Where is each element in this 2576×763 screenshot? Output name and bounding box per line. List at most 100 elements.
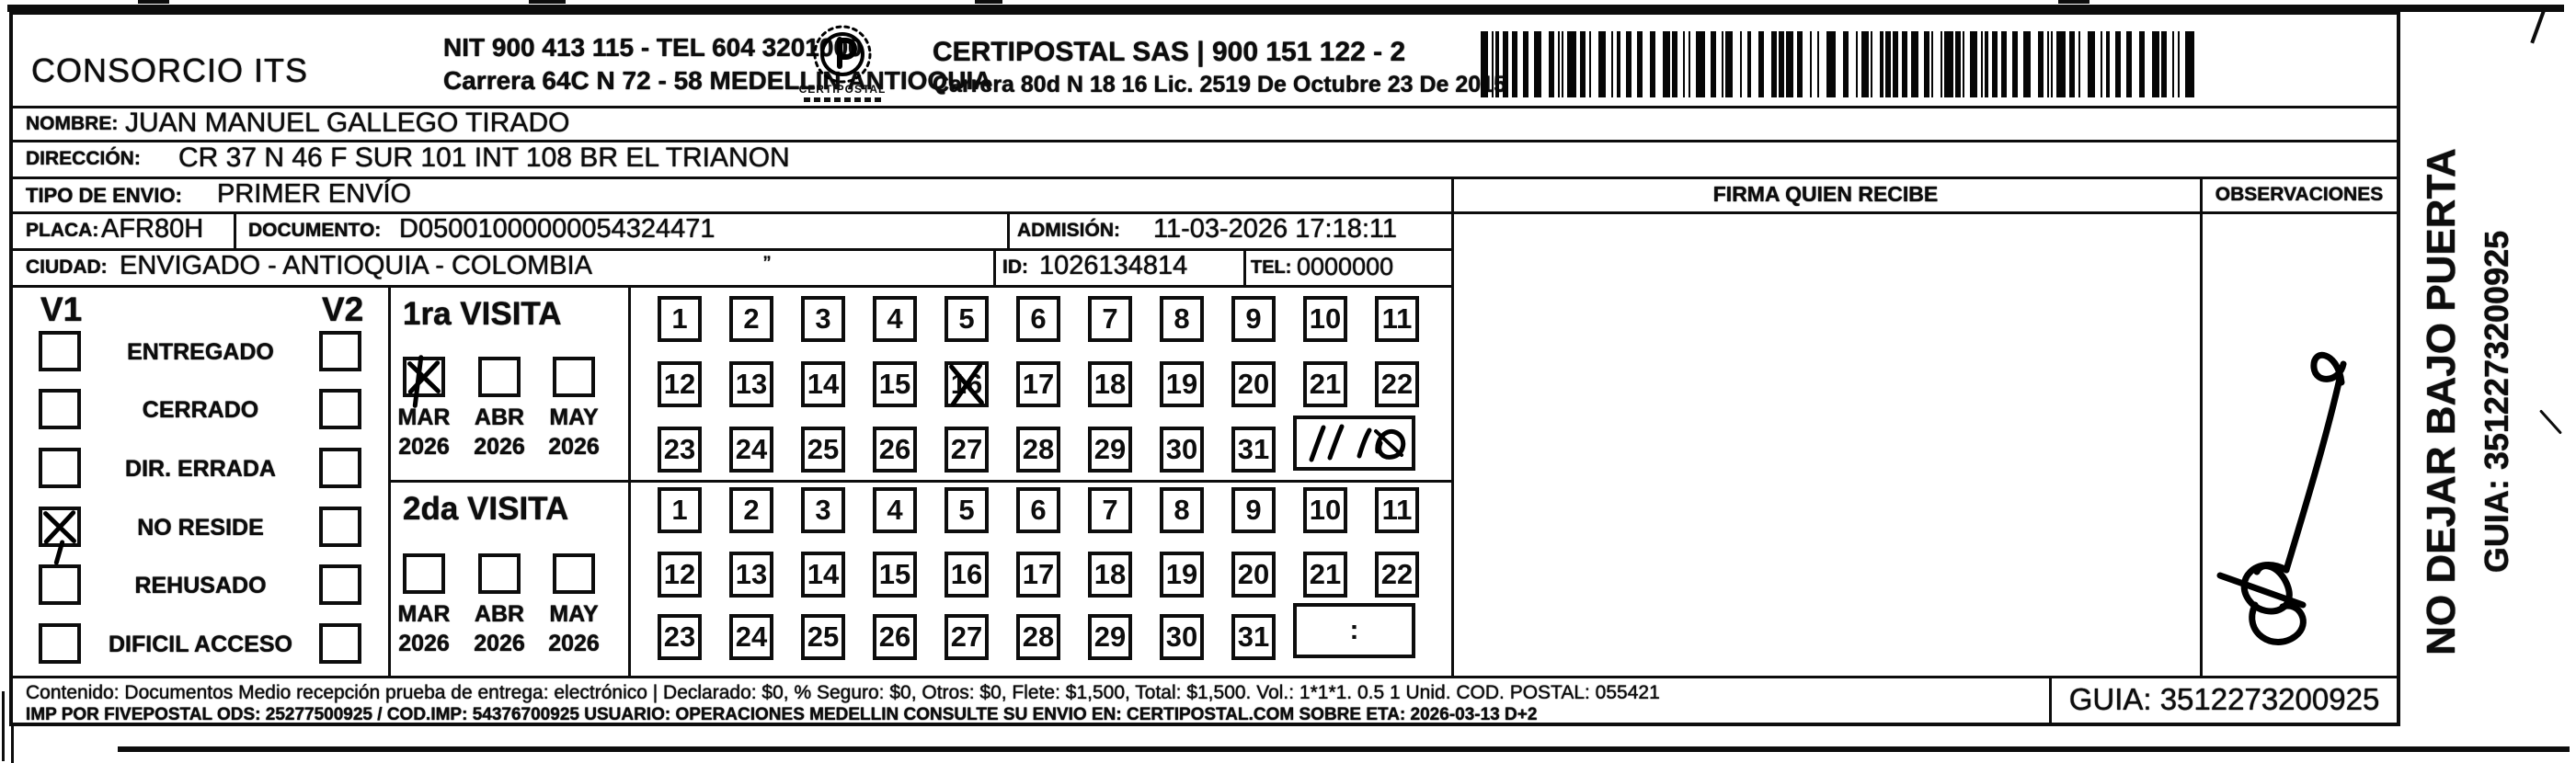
rehusado-v2-checkbox[interactable] — [319, 564, 361, 605]
visit-first-day-27[interactable]: 27 — [945, 427, 989, 473]
visit-first-day-16[interactable]: 16 — [945, 361, 989, 407]
visit-second-day-28[interactable]: 28 — [1016, 614, 1060, 660]
status-row-rehusado: REHUSADO — [13, 564, 388, 610]
signature[interactable] — [2213, 335, 2374, 656]
visit-second-day-7[interactable]: 7 — [1088, 487, 1132, 533]
visit1-mar-checkbox[interactable] — [403, 354, 445, 409]
visit2-may-year: 2026 — [548, 631, 600, 656]
no-reside-v2-checkbox[interactable] — [319, 507, 361, 547]
visit-first-day-30[interactable]: 30 — [1160, 427, 1204, 473]
scan-speck: ” — [763, 252, 771, 277]
visit-second-day-25[interactable]: 25 — [801, 614, 845, 660]
visit-second-day-31[interactable]: 31 — [1231, 614, 1276, 660]
visit-second-day-24[interactable]: 24 — [729, 614, 773, 660]
cerrado-v1-checkbox[interactable] — [39, 389, 81, 429]
firma-quien-recibe-header: FIRMA QUIEN RECIBE — [1712, 182, 1939, 206]
visit-first-day-24[interactable]: 24 — [729, 427, 773, 473]
cerrado-v2-checkbox[interactable] — [319, 389, 361, 429]
visit-first-day-5[interactable]: 5 — [945, 296, 989, 342]
visit-first-day-14[interactable]: 14 — [801, 361, 845, 407]
visit-first-day-6[interactable]: 6 — [1016, 296, 1060, 342]
dificil-acceso-v2-checkbox[interactable] — [319, 623, 361, 664]
visit-second-day-21[interactable]: 21 — [1303, 552, 1347, 598]
visit-second-day-10[interactable]: 10 — [1303, 487, 1347, 533]
visit-first-day-21[interactable]: 21 — [1303, 361, 1347, 407]
visit-second-day-30[interactable]: 30 — [1160, 614, 1204, 660]
visit-first-day-23[interactable]: 23 — [658, 427, 702, 473]
visit2-mar-checkbox[interactable] — [403, 553, 445, 594]
visit-first-day-22[interactable]: 22 — [1375, 361, 1419, 407]
visit-first-day-25[interactable]: 25 — [801, 427, 845, 473]
visit-second-day-6[interactable]: 6 — [1016, 487, 1060, 533]
visit-first-day-18[interactable]: 18 — [1088, 361, 1132, 407]
visit-first-day-19[interactable]: 19 — [1160, 361, 1204, 407]
dir-errada-v2-checkbox[interactable] — [319, 448, 361, 488]
visit-second-day-18[interactable]: 18 — [1088, 552, 1132, 598]
rehusado-v1-checkbox[interactable] — [39, 564, 81, 605]
visit2-may-checkbox[interactable] — [553, 553, 595, 594]
visit-second-day-17[interactable]: 17 — [1016, 552, 1060, 598]
visit-second-day-5[interactable]: 5 — [945, 487, 989, 533]
visit-second-day-8[interactable]: 8 — [1160, 487, 1204, 533]
visit-second-day-29[interactable]: 29 — [1088, 614, 1132, 660]
visit-second-day-20[interactable]: 20 — [1231, 552, 1276, 598]
no-reside-label: NO RESIDE — [137, 515, 264, 541]
visit2-abr-checkbox[interactable] — [478, 553, 521, 594]
visit2-days-row1: 1 2 3 4 5 6 7 8 9 10 11 — [658, 487, 1419, 533]
visit-first-day-26[interactable]: 26 — [873, 427, 917, 473]
visit-second-day-11[interactable]: 11 — [1375, 487, 1419, 533]
visit1-may-checkbox[interactable] — [553, 357, 595, 397]
visit1-abr-checkbox[interactable] — [478, 357, 521, 397]
visit1-time-box[interactable] — [1293, 416, 1415, 471]
visit-second-day-3[interactable]: 3 — [801, 487, 845, 533]
no-reside-v1-checkbox[interactable] — [39, 507, 81, 566]
visit-second-day-2[interactable]: 2 — [729, 487, 773, 533]
dir-errada-v1-checkbox[interactable] — [39, 448, 81, 488]
visit-second-day-14[interactable]: 14 — [801, 552, 845, 598]
visit-second-day-19[interactable]: 19 — [1160, 552, 1204, 598]
visit-first-day-1[interactable]: 1 — [658, 296, 702, 342]
visit-second-day-23[interactable]: 23 — [658, 614, 702, 660]
divider — [388, 480, 1454, 483]
visit-first-day-9[interactable]: 9 — [1231, 296, 1276, 342]
id-label: ID: — [1002, 256, 1028, 278]
visit-second-day-26[interactable]: 26 — [873, 614, 917, 660]
visit-first-day-3[interactable]: 3 — [801, 296, 845, 342]
entregado-v1-checkbox[interactable] — [39, 331, 81, 371]
visit1-days-row3: 23 24 25 26 27 28 29 30 31 — [658, 427, 1276, 473]
visit-first-day-29[interactable]: 29 — [1088, 427, 1132, 473]
visit-first-day-12[interactable]: 12 — [658, 361, 702, 407]
status-row-dir-errada: DIR. ERRADA — [13, 448, 388, 494]
dificil-acceso-v1-checkbox[interactable] — [39, 623, 81, 664]
visit-first-day-28[interactable]: 28 — [1016, 427, 1060, 473]
visit-second-day-1[interactable]: 1 — [658, 487, 702, 533]
visit-first-day-2[interactable]: 2 — [729, 296, 773, 342]
visit1-days-row2: 12 13 14 15 16 17 18 19 20 21 22 — [658, 361, 1419, 407]
visit-second-day-9[interactable]: 9 — [1231, 487, 1276, 533]
visit-first-day-31[interactable]: 31 — [1231, 427, 1276, 473]
visit-first-day-4[interactable]: 4 — [873, 296, 917, 342]
visit-first-day-15[interactable]: 15 — [873, 361, 917, 407]
visit-first-day-10[interactable]: 10 — [1303, 296, 1347, 342]
visit-first-day-8[interactable]: 8 — [1160, 296, 1204, 342]
visit-first-day-20[interactable]: 20 — [1231, 361, 1276, 407]
visit-second-day-27[interactable]: 27 — [945, 614, 989, 660]
visit2-time-box[interactable]: : — [1293, 603, 1415, 658]
visit-second-day-15[interactable]: 15 — [873, 552, 917, 598]
visit-second-day-13[interactable]: 13 — [729, 552, 773, 598]
scan-speck — [138, 0, 169, 4]
visit1-mar-label: MAR — [397, 404, 451, 430]
visit1-abr-year: 2026 — [474, 434, 525, 460]
visit-second-day-22[interactable]: 22 — [1375, 552, 1419, 598]
visit-first-day-11[interactable]: 11 — [1375, 296, 1419, 342]
scan-speck — [529, 0, 566, 4]
visit-second-day-16[interactable]: 16 — [945, 552, 989, 598]
visit-first-day-7[interactable]: 7 — [1088, 296, 1132, 342]
divider — [13, 106, 2397, 108]
visit-first-day-13[interactable]: 13 — [729, 361, 773, 407]
visit-first-day-17[interactable]: 17 — [1016, 361, 1060, 407]
visit-second-day-12[interactable]: 12 — [658, 552, 702, 598]
entregado-v2-checkbox[interactable] — [319, 331, 361, 371]
visit-second-day-4[interactable]: 4 — [873, 487, 917, 533]
divider — [13, 285, 1451, 288]
